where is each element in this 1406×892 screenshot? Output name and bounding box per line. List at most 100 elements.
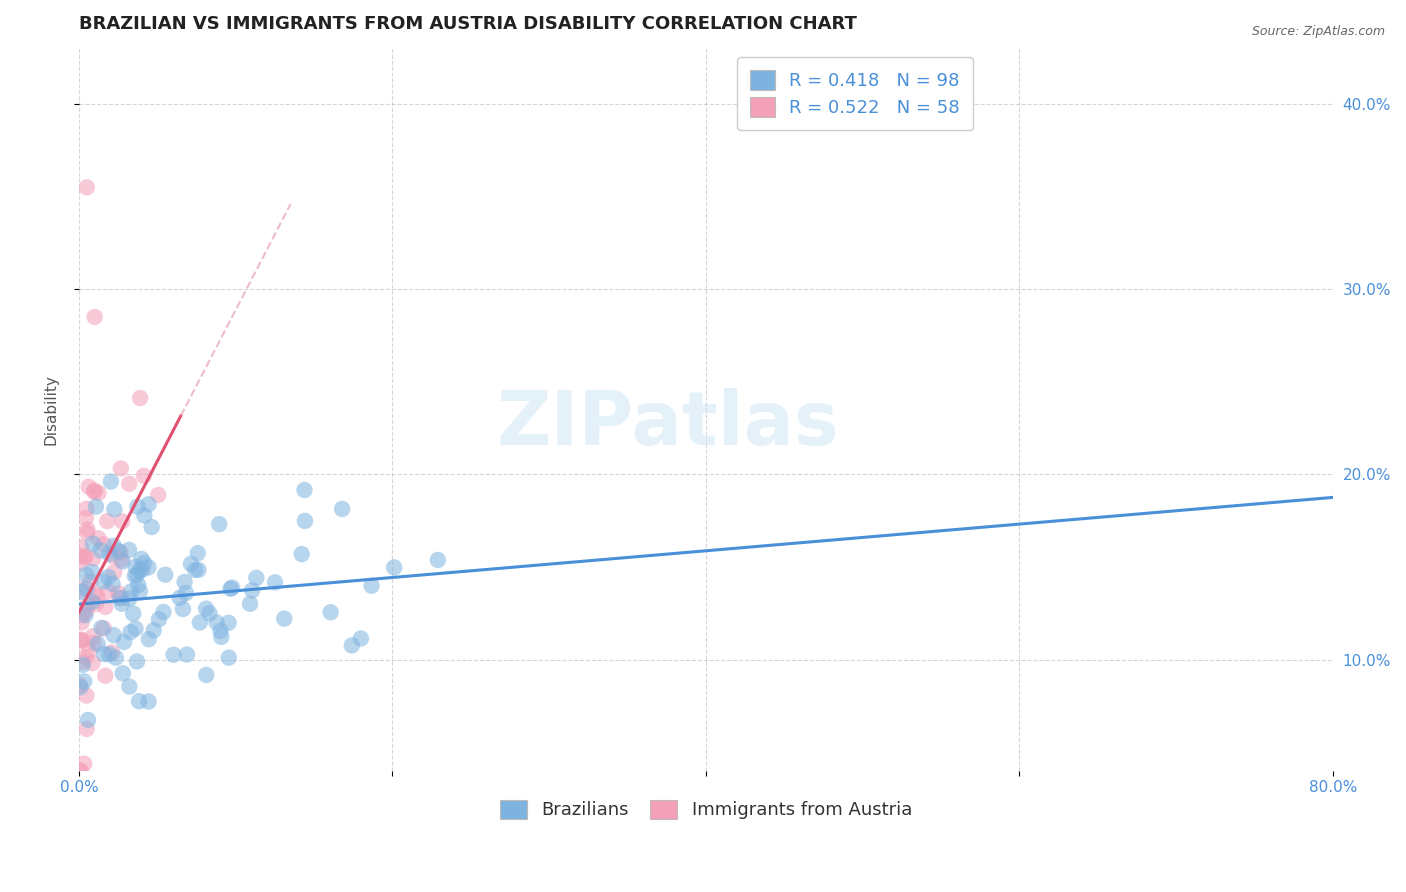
Point <box>90 621 112 635</box>
Point <box>111 514 134 528</box>
Point <box>75 501 97 516</box>
Point <box>122 607 145 621</box>
Point <box>89 543 111 558</box>
Point <box>96 514 118 528</box>
Point <box>174 586 197 600</box>
Point <box>108 591 131 605</box>
Point <box>82 595 104 609</box>
Point <box>264 575 287 590</box>
Point <box>69 549 91 564</box>
Point <box>273 612 295 626</box>
Point <box>94 599 117 614</box>
Point <box>97 584 120 599</box>
Point <box>152 605 174 619</box>
Point <box>138 560 160 574</box>
Point <box>141 520 163 534</box>
Point <box>93 574 115 589</box>
Point <box>209 624 232 638</box>
Point <box>76 523 98 537</box>
Point <box>79 574 101 589</box>
Point <box>111 554 134 568</box>
Point <box>124 559 146 574</box>
Point <box>142 624 165 638</box>
Point <box>128 563 150 577</box>
Point <box>110 461 132 475</box>
Point <box>70 632 93 647</box>
Legend: Brazilians, Immigrants from Austria: Brazilians, Immigrants from Austria <box>492 792 920 827</box>
Point <box>138 694 160 708</box>
Point <box>148 612 170 626</box>
Point <box>107 544 129 558</box>
Point <box>69 632 91 647</box>
Point <box>100 475 122 489</box>
Point <box>76 722 98 736</box>
Point <box>82 565 104 579</box>
Point <box>218 615 240 630</box>
Point <box>129 391 152 405</box>
Point <box>87 531 110 545</box>
Point <box>184 563 207 577</box>
Point <box>195 668 218 682</box>
Point <box>98 648 121 662</box>
Point <box>103 539 125 553</box>
Point <box>86 589 108 603</box>
Point <box>118 680 141 694</box>
Point <box>84 500 107 514</box>
Point <box>107 586 129 600</box>
Point <box>111 597 134 611</box>
Point <box>131 562 153 576</box>
Point <box>75 567 97 582</box>
Point <box>118 591 141 606</box>
Point <box>103 565 125 579</box>
Point <box>129 584 152 599</box>
Point <box>110 545 132 559</box>
Point <box>319 605 342 619</box>
Point <box>221 581 243 595</box>
Point <box>93 647 115 661</box>
Point <box>72 655 94 669</box>
Point <box>73 674 96 689</box>
Point <box>124 622 146 636</box>
Point <box>69 678 91 692</box>
Point <box>70 540 93 554</box>
Point <box>75 604 97 618</box>
Point <box>87 485 110 500</box>
Point <box>86 637 108 651</box>
Point <box>118 543 141 558</box>
Point <box>83 636 105 650</box>
Point <box>83 310 105 324</box>
Point <box>128 694 150 708</box>
Point <box>198 607 221 621</box>
Point <box>118 476 141 491</box>
Point <box>83 483 105 498</box>
Point <box>75 582 97 596</box>
Point <box>382 560 405 574</box>
Point <box>70 634 93 648</box>
Y-axis label: Disability: Disability <box>44 374 58 445</box>
Point <box>209 630 232 644</box>
Point <box>70 607 93 622</box>
Text: ZIPatlas: ZIPatlas <box>496 387 839 460</box>
Point <box>70 585 93 599</box>
Point <box>94 669 117 683</box>
Point <box>218 650 240 665</box>
Point <box>180 557 202 571</box>
Point <box>127 578 149 592</box>
Point <box>294 514 316 528</box>
Point <box>187 563 209 577</box>
Point <box>240 583 263 598</box>
Point <box>75 550 97 565</box>
Point <box>172 602 194 616</box>
Point <box>75 650 97 665</box>
Point <box>176 648 198 662</box>
Text: Source: ZipAtlas.com: Source: ZipAtlas.com <box>1251 25 1385 38</box>
Point <box>239 597 262 611</box>
Point <box>101 577 124 591</box>
Point <box>75 511 97 525</box>
Point <box>350 632 373 646</box>
Point <box>72 657 94 672</box>
Point <box>103 628 125 642</box>
Point <box>155 567 177 582</box>
Point <box>82 536 104 550</box>
Point <box>77 480 100 494</box>
